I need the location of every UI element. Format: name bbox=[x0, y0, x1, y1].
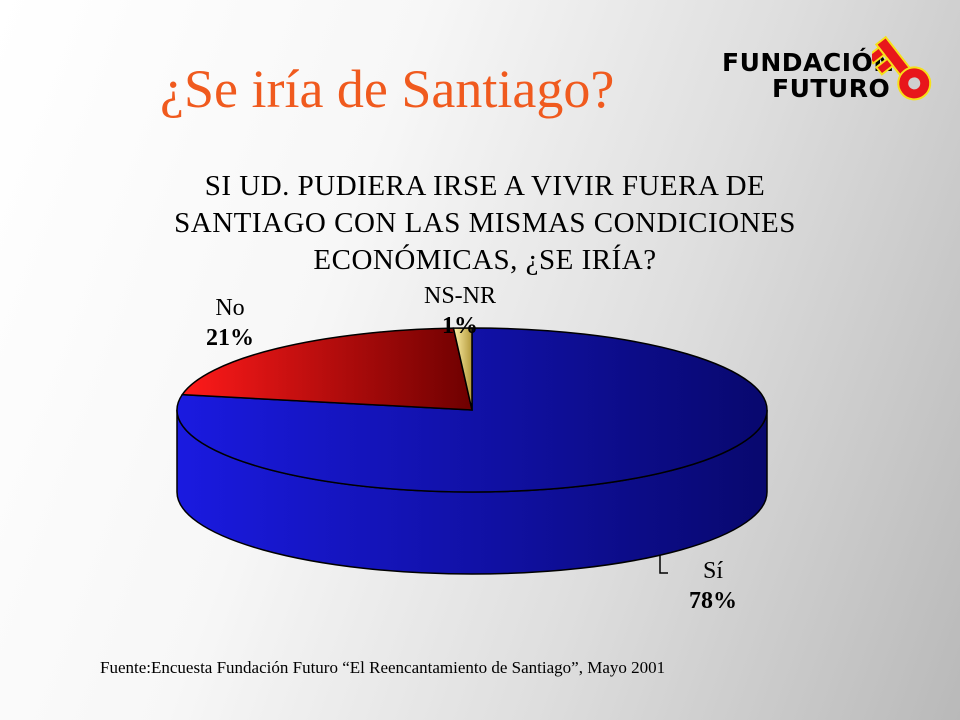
pie-labels: Sí 78% No 21% NS-NR 1% bbox=[206, 283, 737, 614]
logo-text: FUNDACIÓN FUTURO bbox=[722, 50, 895, 102]
chart-title: SI UD. PUDIERA IRSE A VIVIR FUERA DE SAN… bbox=[130, 168, 840, 279]
data-label-s-: Sí 78% bbox=[689, 558, 737, 614]
chart-title-line-1: SI UD. PUDIERA IRSE A VIVIR FUERA DE bbox=[204, 170, 766, 202]
fundacion-futuro-logo: FUNDACIÓN FUTURO bbox=[722, 20, 952, 106]
logo-line-1: FUNDACIÓN bbox=[722, 48, 895, 77]
data-label-ns-nr: NS-NR 1% bbox=[424, 283, 496, 339]
pie-slice-no bbox=[180, 327, 473, 411]
source-note: Fuente:Encuesta Fundación Futuro “El Ree… bbox=[100, 658, 666, 677]
key-icon bbox=[872, 35, 932, 101]
leader-line-s- bbox=[659, 555, 668, 574]
data-label-no: No 21% bbox=[206, 295, 254, 351]
pie-slice-s- bbox=[176, 327, 768, 493]
pie-slice-ns-nr bbox=[452, 327, 473, 411]
pie-top-face bbox=[176, 327, 768, 493]
logo-line-2: FUTURO bbox=[772, 74, 891, 103]
slide-title: ¿Se iría de Santiago? bbox=[160, 59, 615, 119]
chart-title-line-3: ECONÓMICAS, ¿SE IRÍA? bbox=[313, 244, 657, 276]
chart-title-line-2: SANTIAGO CON LAS MISMAS CONDICIONES bbox=[174, 207, 796, 239]
